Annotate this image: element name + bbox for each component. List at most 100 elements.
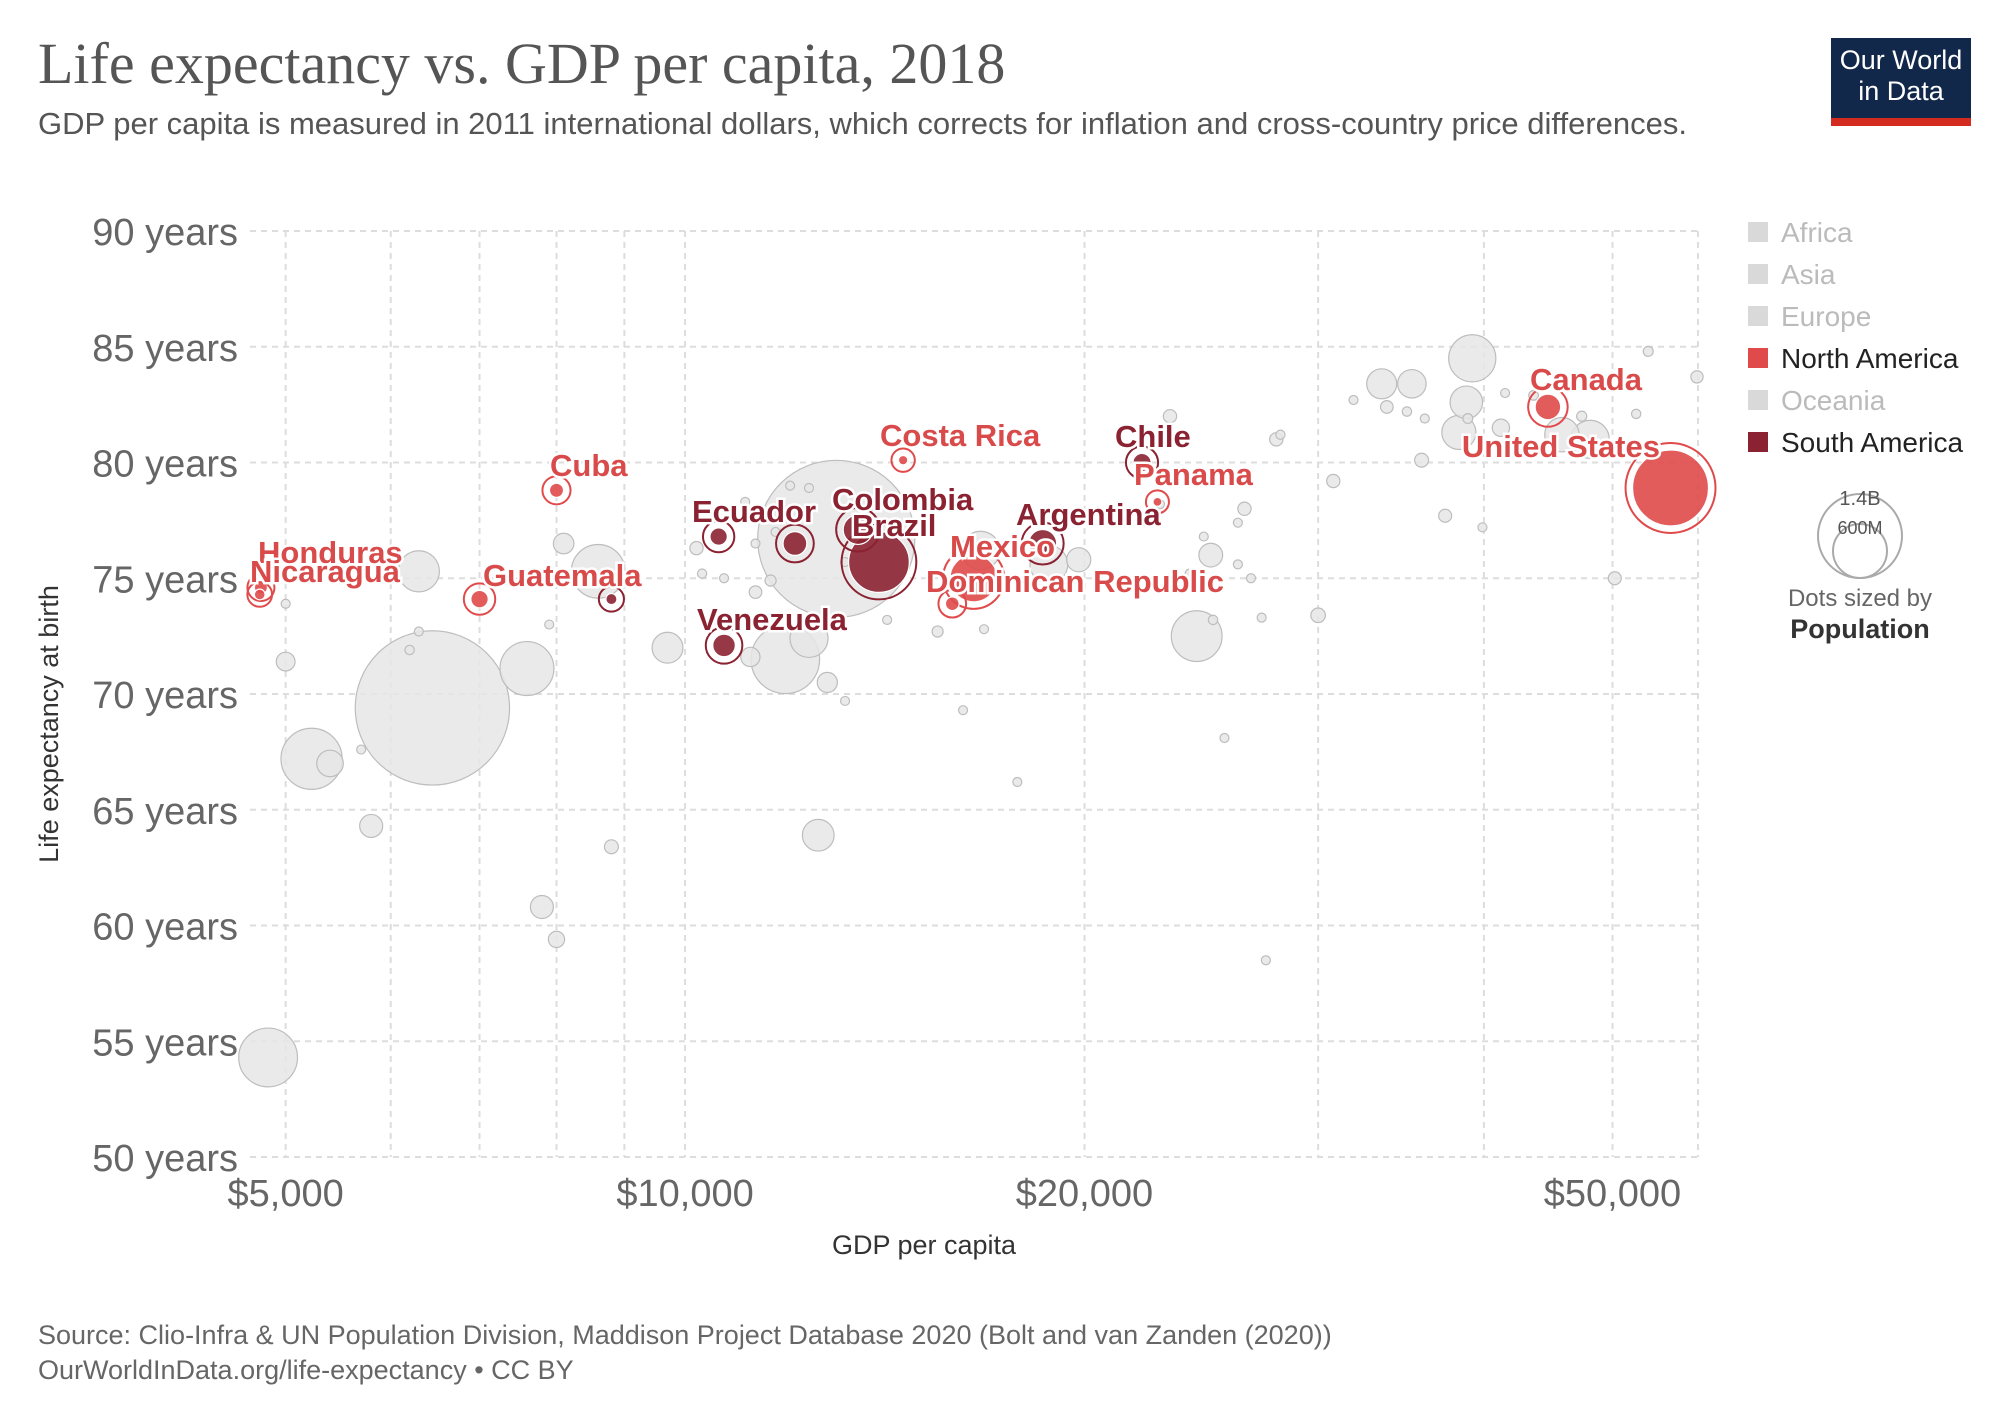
point-paraguay (605, 592, 618, 606)
chart-subtitle: GDP per capita is measured in 2011 inter… (38, 106, 1687, 141)
background-points (238, 334, 1704, 1088)
y-axis-label: Life expectancy at birth (34, 585, 64, 863)
background-point (931, 625, 944, 638)
y-tick-label: 60 years (92, 907, 238, 949)
background-point (1690, 370, 1704, 384)
label-mexico: Mexico (950, 529, 1055, 564)
background-point (552, 532, 575, 555)
grid (250, 230, 1699, 1158)
label-brazil: Brazil (852, 508, 936, 543)
background-point (1198, 531, 1209, 542)
background-point (1379, 400, 1394, 414)
footer-url[interactable]: OurWorldInData.org/life-expectancy • CC … (38, 1355, 574, 1385)
label-cuba: Cuba (550, 448, 628, 483)
background-point (1232, 559, 1243, 570)
highlighted-points (246, 386, 1717, 665)
point-halo-peru (775, 523, 815, 564)
footer: Source: Clio-Infra & UN Population Divis… (38, 1318, 1332, 1388)
point-mexico (949, 554, 998, 603)
background-point (839, 695, 851, 707)
legend-label-oceania: Oceania (1781, 385, 1886, 416)
point-halo-honduras (246, 573, 276, 603)
point-venezuela (712, 633, 736, 658)
point-argentina (1028, 528, 1058, 559)
legend-swatch-africa (1748, 222, 1768, 242)
owid-logo[interactable]: Our World in Data (1831, 38, 1971, 126)
background-point (978, 624, 990, 635)
point-halo-cuba (541, 475, 572, 506)
point-ecuador (709, 527, 728, 546)
size-legend-variable: Population (1790, 614, 1929, 644)
label-chile: Chile (1115, 419, 1191, 454)
background-point (718, 573, 730, 584)
point-guatemala (470, 589, 489, 609)
legend-label-north-america: North America (1781, 343, 1959, 374)
size-legend-label-small: 600M (1837, 518, 1882, 538)
y-tick-label: 80 years (92, 444, 238, 486)
y-tick-label: 75 years (92, 559, 238, 601)
point-halo-mexico (942, 546, 1006, 610)
background-point (785, 480, 796, 491)
point-nicaragua (253, 588, 266, 601)
legend-swatch-south-america (1748, 432, 1768, 452)
size-legend-small (1832, 523, 1888, 579)
legend-swatch-asia (1748, 264, 1768, 284)
background-point (1207, 614, 1219, 626)
legend-swatch-oceania (1748, 390, 1768, 410)
highlighted-labels: United States Brazil Mexico Colombia Argenti… (248, 360, 1663, 640)
label-argentina: Argentina (1016, 497, 1161, 532)
background-point (354, 630, 511, 786)
background-point (1576, 410, 1588, 422)
background-point (1310, 607, 1326, 624)
point-chile (1132, 452, 1152, 473)
background-point (413, 626, 424, 637)
background-point (1348, 394, 1359, 406)
label-ecuador: Ecuador (692, 494, 816, 529)
point-halo-panama (1144, 489, 1170, 515)
point-halo-united-states (1624, 441, 1717, 534)
x-axis-label: GDP per capita (832, 1230, 1017, 1260)
point-halo-guatemala (462, 582, 497, 616)
background-point (1477, 522, 1488, 533)
background-point (1198, 542, 1224, 568)
background-point (1232, 517, 1243, 528)
background-point (1438, 508, 1453, 523)
background-point (275, 651, 296, 672)
background-point (1401, 406, 1413, 417)
label-guatemala: Guatemala (483, 558, 642, 593)
background-point (499, 640, 555, 697)
background-point (544, 619, 555, 630)
source-note: Source: Clio-Infra & UN Population Divis… (38, 1320, 1332, 1350)
background-point (748, 585, 763, 600)
background-point (1533, 443, 1544, 454)
label-panama: Panama (1134, 457, 1254, 492)
background-point (1462, 412, 1474, 425)
background-point (397, 550, 441, 593)
background-point (1275, 429, 1286, 440)
label-honduras: Honduras (258, 535, 403, 570)
background-point (1066, 547, 1092, 573)
background-point (529, 894, 554, 920)
background-point (803, 482, 815, 494)
background-point (740, 496, 751, 507)
point-united-states (1631, 449, 1710, 527)
label-nicaragua: Nicaragua (250, 554, 401, 589)
x-tick-label: $10,000 (616, 1173, 753, 1215)
y-tick-label: 65 years (92, 791, 238, 833)
size-legend-caption: Dots sized by (1788, 585, 1932, 612)
background-point (1012, 776, 1023, 788)
background-point (547, 930, 566, 949)
point-halo-argentina (1020, 521, 1065, 566)
background-point (316, 749, 344, 778)
y-tick-label: 55 years (92, 1022, 238, 1064)
background-point (356, 744, 367, 755)
point-cuba (548, 482, 565, 498)
point-halo-paraguay (597, 585, 625, 613)
background-point (1448, 334, 1497, 383)
point-halo-canada (1527, 386, 1569, 428)
background-point (1184, 568, 1195, 579)
background-point (280, 598, 291, 609)
background-point (1260, 955, 1271, 966)
background-point (1642, 345, 1654, 357)
